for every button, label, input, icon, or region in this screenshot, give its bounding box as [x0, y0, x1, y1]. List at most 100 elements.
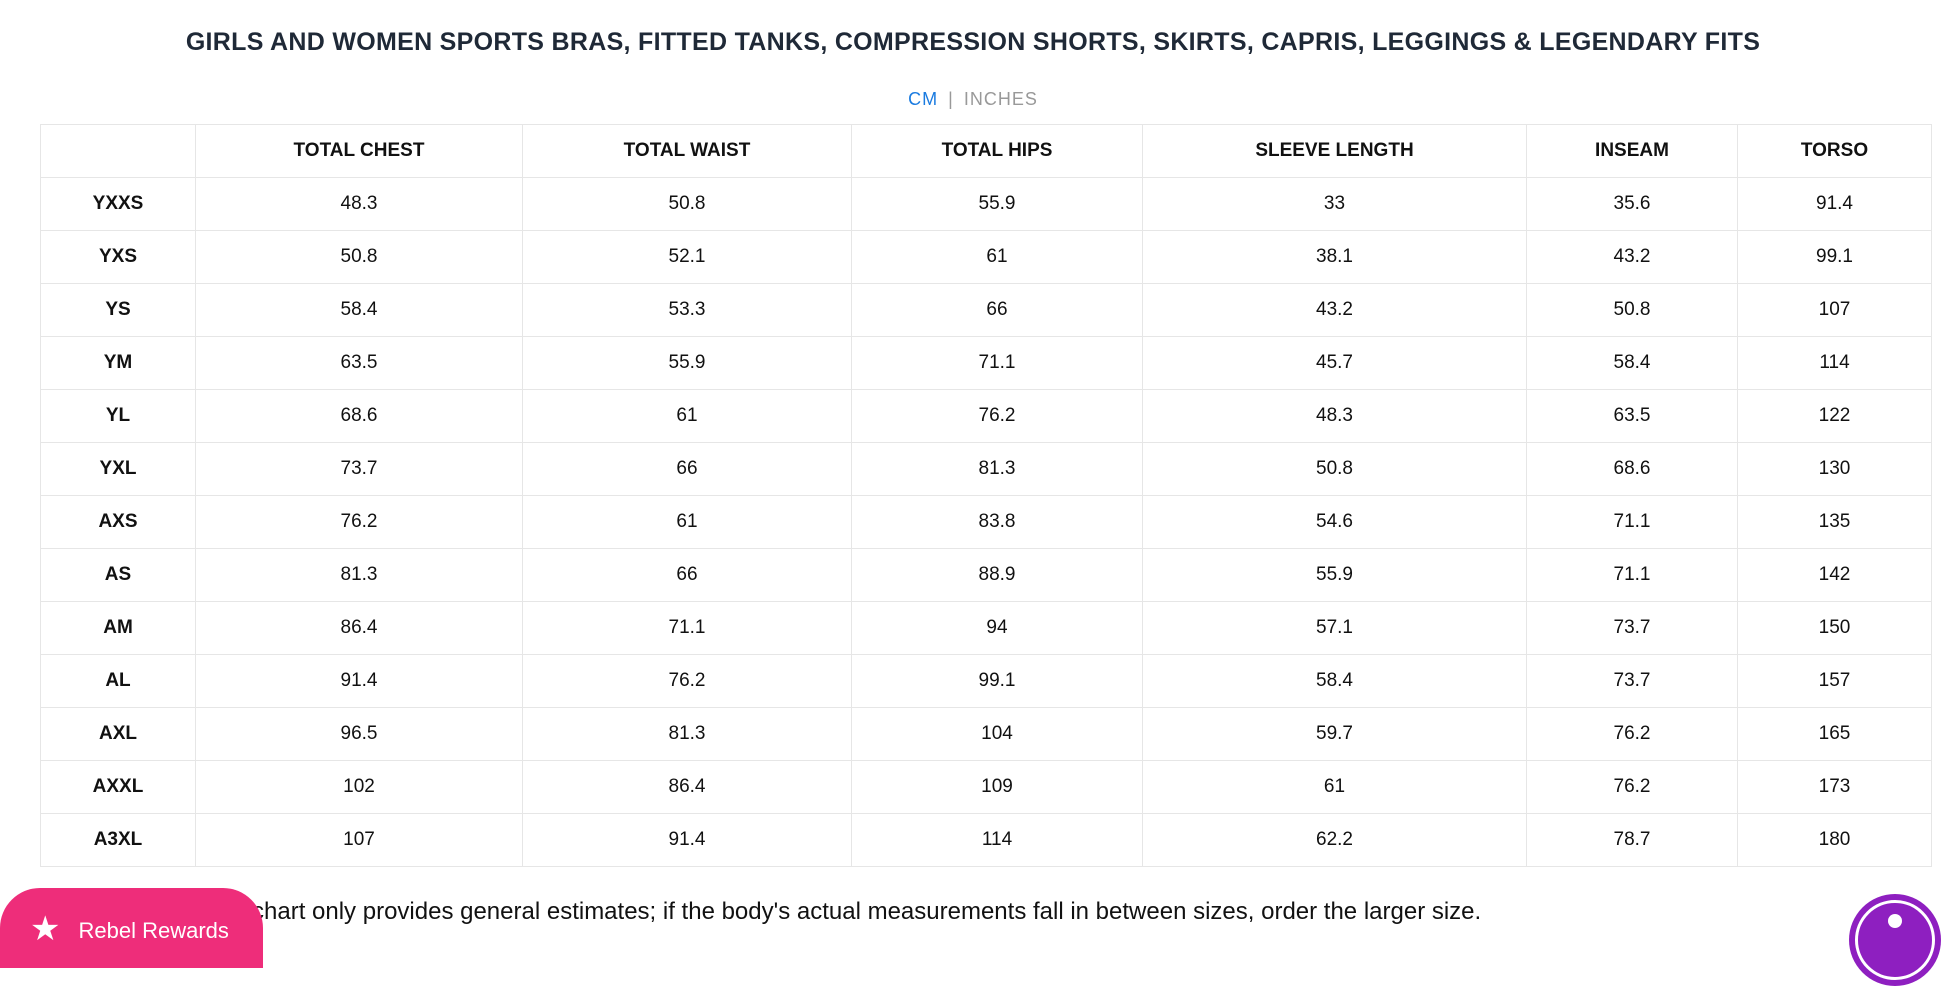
- table-cell: 91.4: [522, 813, 852, 867]
- table-cell: 66: [522, 442, 852, 496]
- table-row: AM 86.4 71.1 94 57.1 73.7 150: [40, 601, 1932, 655]
- table-cell: 61: [522, 389, 852, 443]
- table-cell: 91.4: [1737, 177, 1932, 231]
- table-cell: 54.6: [1142, 495, 1527, 549]
- page-title: GIRLS AND WOMEN SPORTS BRAS, FITTED TANK…: [185, 28, 1761, 56]
- table-cell: 58.4: [195, 283, 523, 337]
- table-cell: 81.3: [851, 442, 1143, 496]
- table-cell: 96.5: [195, 707, 523, 761]
- table-cell: 68.6: [195, 389, 523, 443]
- table-cell: 55.9: [522, 336, 852, 390]
- table-cell: 43.2: [1142, 283, 1527, 337]
- column-header: [40, 124, 196, 178]
- table-cell: 68.6: [1526, 442, 1738, 496]
- table-cell: 94: [851, 601, 1143, 655]
- table-cell: 76.2: [1526, 760, 1738, 814]
- size-chart-table: TOTAL CHEST TOTAL WAIST TOTAL HIPS SLEEVE L…: [40, 124, 1932, 867]
- table-row: AS 81.3 66 88.9 55.9 71.1 142: [40, 548, 1932, 602]
- table-cell: 61: [851, 230, 1143, 284]
- table-cell: 109: [851, 760, 1143, 814]
- table-row: AXXL 102 86.4 109 61 76.2 173: [40, 760, 1932, 814]
- table-cell: 50.8: [195, 230, 523, 284]
- table-cell: 45.7: [1142, 336, 1527, 390]
- table-cell: 86.4: [522, 760, 852, 814]
- table-cell: 58.4: [1142, 654, 1527, 708]
- unit-cm[interactable]: CM: [908, 89, 939, 109]
- size-label: AM: [40, 601, 196, 655]
- table-cell: 107: [1737, 283, 1932, 337]
- table-cell: 180: [1737, 813, 1932, 867]
- size-label: YS: [40, 283, 196, 337]
- size-label: AS: [40, 548, 196, 602]
- rebel-rewards-label: Rebel Rewards: [78, 918, 229, 943]
- table-cell: 99.1: [851, 654, 1143, 708]
- table-cell: 73.7: [195, 442, 523, 496]
- table-cell: 63.5: [195, 336, 523, 390]
- table-cell: 81.3: [522, 707, 852, 761]
- table-header-row: TOTAL CHEST TOTAL WAIST TOTAL HIPS SLEEVE L…: [40, 124, 1932, 178]
- table-cell: 62.2: [1142, 813, 1527, 867]
- unit-toggle: CM | INCHES: [0, 89, 1946, 110]
- column-header: INSEAM: [1526, 124, 1738, 178]
- table-cell: 71.1: [851, 336, 1143, 390]
- table-row: YM 63.5 55.9 71.1 45.7 58.4 114: [40, 336, 1932, 390]
- table-row: YS 58.4 53.3 66 43.2 50.8 107: [40, 283, 1932, 337]
- accessibility-icon: [1855, 900, 1935, 980]
- table-cell: 66: [522, 548, 852, 602]
- table-cell: 33: [1142, 177, 1527, 231]
- table-cell: 83.8: [851, 495, 1143, 549]
- size-label: AXXL: [40, 760, 196, 814]
- table-cell: 73.7: [1526, 654, 1738, 708]
- table-cell: 53.3: [522, 283, 852, 337]
- table-cell: 76.2: [1526, 707, 1738, 761]
- table-cell: 130: [1737, 442, 1932, 496]
- table-cell: 50.8: [1142, 442, 1527, 496]
- table-row: A3XL 107 91.4 114 62.2 78.7 180: [40, 813, 1932, 867]
- size-label: AXL: [40, 707, 196, 761]
- table-cell: 114: [1737, 336, 1932, 390]
- table-row: YXL 73.7 66 81.3 50.8 68.6 130: [40, 442, 1932, 496]
- size-label: YXL: [40, 442, 196, 496]
- star-icon: ★: [30, 910, 61, 948]
- table-cell: 52.1: [522, 230, 852, 284]
- table-row: AXS 76.2 61 83.8 54.6 71.1 135: [40, 495, 1932, 549]
- unit-inches[interactable]: INCHES: [963, 89, 1038, 109]
- size-label: YM: [40, 336, 196, 390]
- table-cell: 76.2: [195, 495, 523, 549]
- table-cell: 173: [1737, 760, 1932, 814]
- table-cell: 66: [851, 283, 1143, 337]
- table-cell: 78.7: [1526, 813, 1738, 867]
- table-cell: 122: [1737, 389, 1932, 443]
- column-header: TORSO: [1737, 124, 1932, 178]
- table-row: AL 91.4 76.2 99.1 58.4 73.7 157: [40, 654, 1932, 708]
- table-cell: 63.5: [1526, 389, 1738, 443]
- table-cell: 35.6: [1526, 177, 1738, 231]
- table-cell: 55.9: [851, 177, 1143, 231]
- table-cell: 102: [195, 760, 523, 814]
- table-cell: 57.1: [1142, 601, 1527, 655]
- table-row: YXXS 48.3 50.8 55.9 33 35.6 91.4: [40, 177, 1932, 231]
- table-cell: 86.4: [195, 601, 523, 655]
- size-label: A3XL: [40, 813, 196, 867]
- table-cell: 81.3: [195, 548, 523, 602]
- unit-separator: |: [948, 89, 954, 109]
- table-row: YXS 50.8 52.1 61 38.1 43.2 99.1: [40, 230, 1932, 284]
- table-cell: 135: [1737, 495, 1932, 549]
- table-cell: 114: [851, 813, 1143, 867]
- accessibility-icon-head: [1888, 914, 1902, 928]
- table-cell: 58.4: [1526, 336, 1738, 390]
- table-cell: 99.1: [1737, 230, 1932, 284]
- size-label: AXS: [40, 495, 196, 549]
- rebel-rewards-button[interactable]: ★ Rebel Rewards: [0, 888, 263, 968]
- table-cell: 55.9: [1142, 548, 1527, 602]
- table-cell: 73.7: [1526, 601, 1738, 655]
- table-cell: 38.1: [1142, 230, 1527, 284]
- table-cell: 88.9: [851, 548, 1143, 602]
- table-cell: 61: [1142, 760, 1527, 814]
- table-cell: 76.2: [522, 654, 852, 708]
- table-cell: 76.2: [851, 389, 1143, 443]
- table-cell: 59.7: [1142, 707, 1527, 761]
- accessibility-button[interactable]: [1849, 894, 1941, 986]
- size-label: YXS: [40, 230, 196, 284]
- table-cell: 71.1: [1526, 548, 1738, 602]
